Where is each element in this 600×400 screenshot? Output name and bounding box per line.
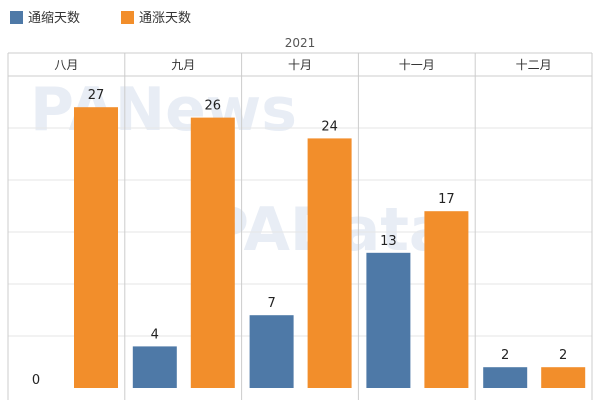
legend-label-deflation: 通缩天数 — [28, 10, 80, 26]
value-label-inflation: 26 — [205, 99, 222, 114]
value-label-inflation: 17 — [438, 192, 455, 207]
legend-label-inflation: 通涨天数 — [139, 11, 191, 26]
value-label-deflation: 0 — [32, 373, 40, 388]
bar-inflation — [307, 138, 352, 388]
value-labels: 0 27 4 26 7 24 13 17 2 2 — [32, 88, 567, 388]
month-headers: 八月 九月 十月 十一月 十二月 — [54, 58, 551, 72]
month-label: 八月 — [54, 58, 78, 72]
bar-inflation — [74, 107, 118, 388]
bar-deflation — [483, 367, 528, 388]
year-label: 2021 — [285, 36, 316, 50]
value-label-deflation: 2 — [501, 348, 509, 363]
value-label-inflation: 27 — [88, 88, 105, 103]
panel-dividers — [7, 53, 593, 400]
bar-inflation — [541, 367, 586, 388]
value-label-inflation: 24 — [321, 119, 338, 134]
bar-deflation — [366, 252, 411, 388]
bar-deflation — [249, 315, 294, 388]
bar-inflation — [190, 117, 235, 388]
month-label: 十一月 — [399, 58, 435, 72]
bars — [74, 107, 586, 388]
bar-inflation — [424, 211, 469, 388]
bar-deflation — [132, 346, 177, 388]
legend: 通缩天数 通涨天数 — [10, 10, 191, 26]
value-label-deflation: 13 — [380, 234, 397, 249]
watermark-panews: PANews — [30, 75, 297, 145]
value-label-deflation: 4 — [151, 327, 159, 342]
month-label: 十月 — [288, 58, 312, 72]
legend-swatch-inflation — [121, 11, 134, 24]
month-label: 九月 — [171, 58, 195, 72]
chart-header: 2021 — [8, 36, 592, 77]
month-label: 十二月 — [516, 58, 552, 72]
value-label-deflation: 7 — [267, 296, 275, 311]
legend-swatch-deflation — [10, 11, 23, 24]
value-label-inflation: 2 — [559, 348, 567, 363]
